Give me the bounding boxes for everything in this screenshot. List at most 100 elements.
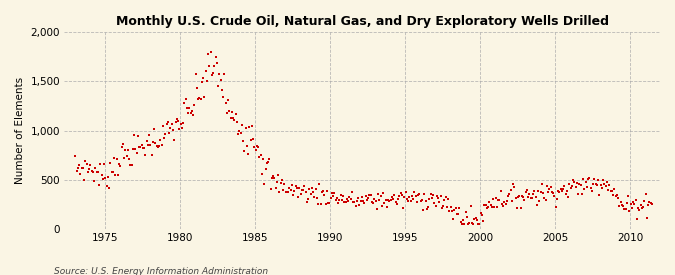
Point <box>384 199 395 203</box>
Point <box>109 156 119 161</box>
Point <box>529 189 540 194</box>
Point <box>309 195 320 200</box>
Point <box>640 192 651 197</box>
Point <box>335 193 346 197</box>
Point <box>296 187 307 192</box>
Point <box>418 207 429 212</box>
Point <box>510 196 521 200</box>
Point <box>556 186 566 191</box>
Point <box>371 207 382 212</box>
Point <box>578 177 589 181</box>
Point <box>628 200 639 204</box>
Point <box>506 199 517 204</box>
Point <box>386 195 397 199</box>
Point <box>245 138 256 142</box>
Point <box>518 195 529 199</box>
Point <box>620 207 631 211</box>
Point <box>179 101 190 105</box>
Point <box>281 189 292 194</box>
Point <box>354 203 364 207</box>
Point <box>116 145 127 149</box>
Point <box>594 193 605 198</box>
Point <box>286 183 297 187</box>
Point <box>99 161 109 166</box>
Point <box>572 191 583 196</box>
Point <box>273 173 284 177</box>
Point <box>331 196 342 201</box>
Point <box>453 212 464 216</box>
Point <box>289 189 300 193</box>
Point <box>219 72 230 76</box>
Point <box>88 170 99 174</box>
Point <box>70 154 81 159</box>
Point <box>479 203 490 207</box>
Point <box>280 190 291 195</box>
Point <box>420 199 431 203</box>
Point <box>149 127 160 131</box>
Point <box>434 200 445 204</box>
Point <box>159 136 169 140</box>
Point <box>623 194 634 198</box>
Point <box>154 144 165 148</box>
Point <box>72 169 82 174</box>
Point <box>619 207 630 211</box>
Point <box>369 197 380 201</box>
Point <box>98 177 109 182</box>
Point <box>419 191 430 196</box>
Point <box>151 144 162 148</box>
Point <box>537 182 547 186</box>
Point <box>267 176 277 180</box>
Point <box>632 217 643 221</box>
Point <box>246 124 257 128</box>
Point <box>489 205 500 210</box>
Point <box>134 145 144 149</box>
Point <box>207 73 217 77</box>
Point <box>358 199 369 204</box>
Point <box>477 213 487 217</box>
Point <box>508 182 518 186</box>
Point <box>412 193 423 198</box>
Point <box>481 206 492 211</box>
Point <box>334 197 345 202</box>
Point <box>136 143 147 148</box>
Point <box>292 186 302 190</box>
Point <box>115 164 126 169</box>
Point <box>230 111 241 116</box>
Point <box>308 190 319 194</box>
Point <box>406 193 417 198</box>
Point <box>325 196 336 200</box>
Point <box>539 196 549 200</box>
Point <box>414 192 425 196</box>
Point <box>584 175 595 180</box>
Point <box>255 153 266 157</box>
Point <box>452 212 462 216</box>
Point <box>513 195 524 199</box>
Text: Source: U.S. Energy Information Administration: Source: U.S. Energy Information Administ… <box>54 267 268 275</box>
Point <box>531 202 542 207</box>
Point <box>185 111 196 116</box>
Point <box>415 199 426 203</box>
Point <box>637 206 647 210</box>
Point <box>589 177 600 181</box>
Point <box>242 144 252 148</box>
Point <box>123 148 134 152</box>
Point <box>496 202 507 207</box>
Point <box>626 206 637 210</box>
Point <box>522 188 533 192</box>
Point <box>458 218 468 223</box>
Point <box>103 175 113 179</box>
Point <box>430 204 441 208</box>
Title: Monthly U.S. Crude Oil, Natural Gas, and Dry Exploratory Wells Drilled: Monthly U.S. Crude Oil, Natural Gas, and… <box>115 15 609 28</box>
Point <box>163 120 173 125</box>
Point <box>327 193 338 198</box>
Point <box>502 199 512 204</box>
Point <box>204 64 215 68</box>
Point <box>323 201 333 205</box>
Point <box>284 185 295 190</box>
Point <box>554 189 565 194</box>
Point <box>333 201 344 206</box>
Point <box>157 124 168 128</box>
Point <box>530 194 541 199</box>
Point <box>558 187 568 191</box>
Point <box>600 184 611 188</box>
